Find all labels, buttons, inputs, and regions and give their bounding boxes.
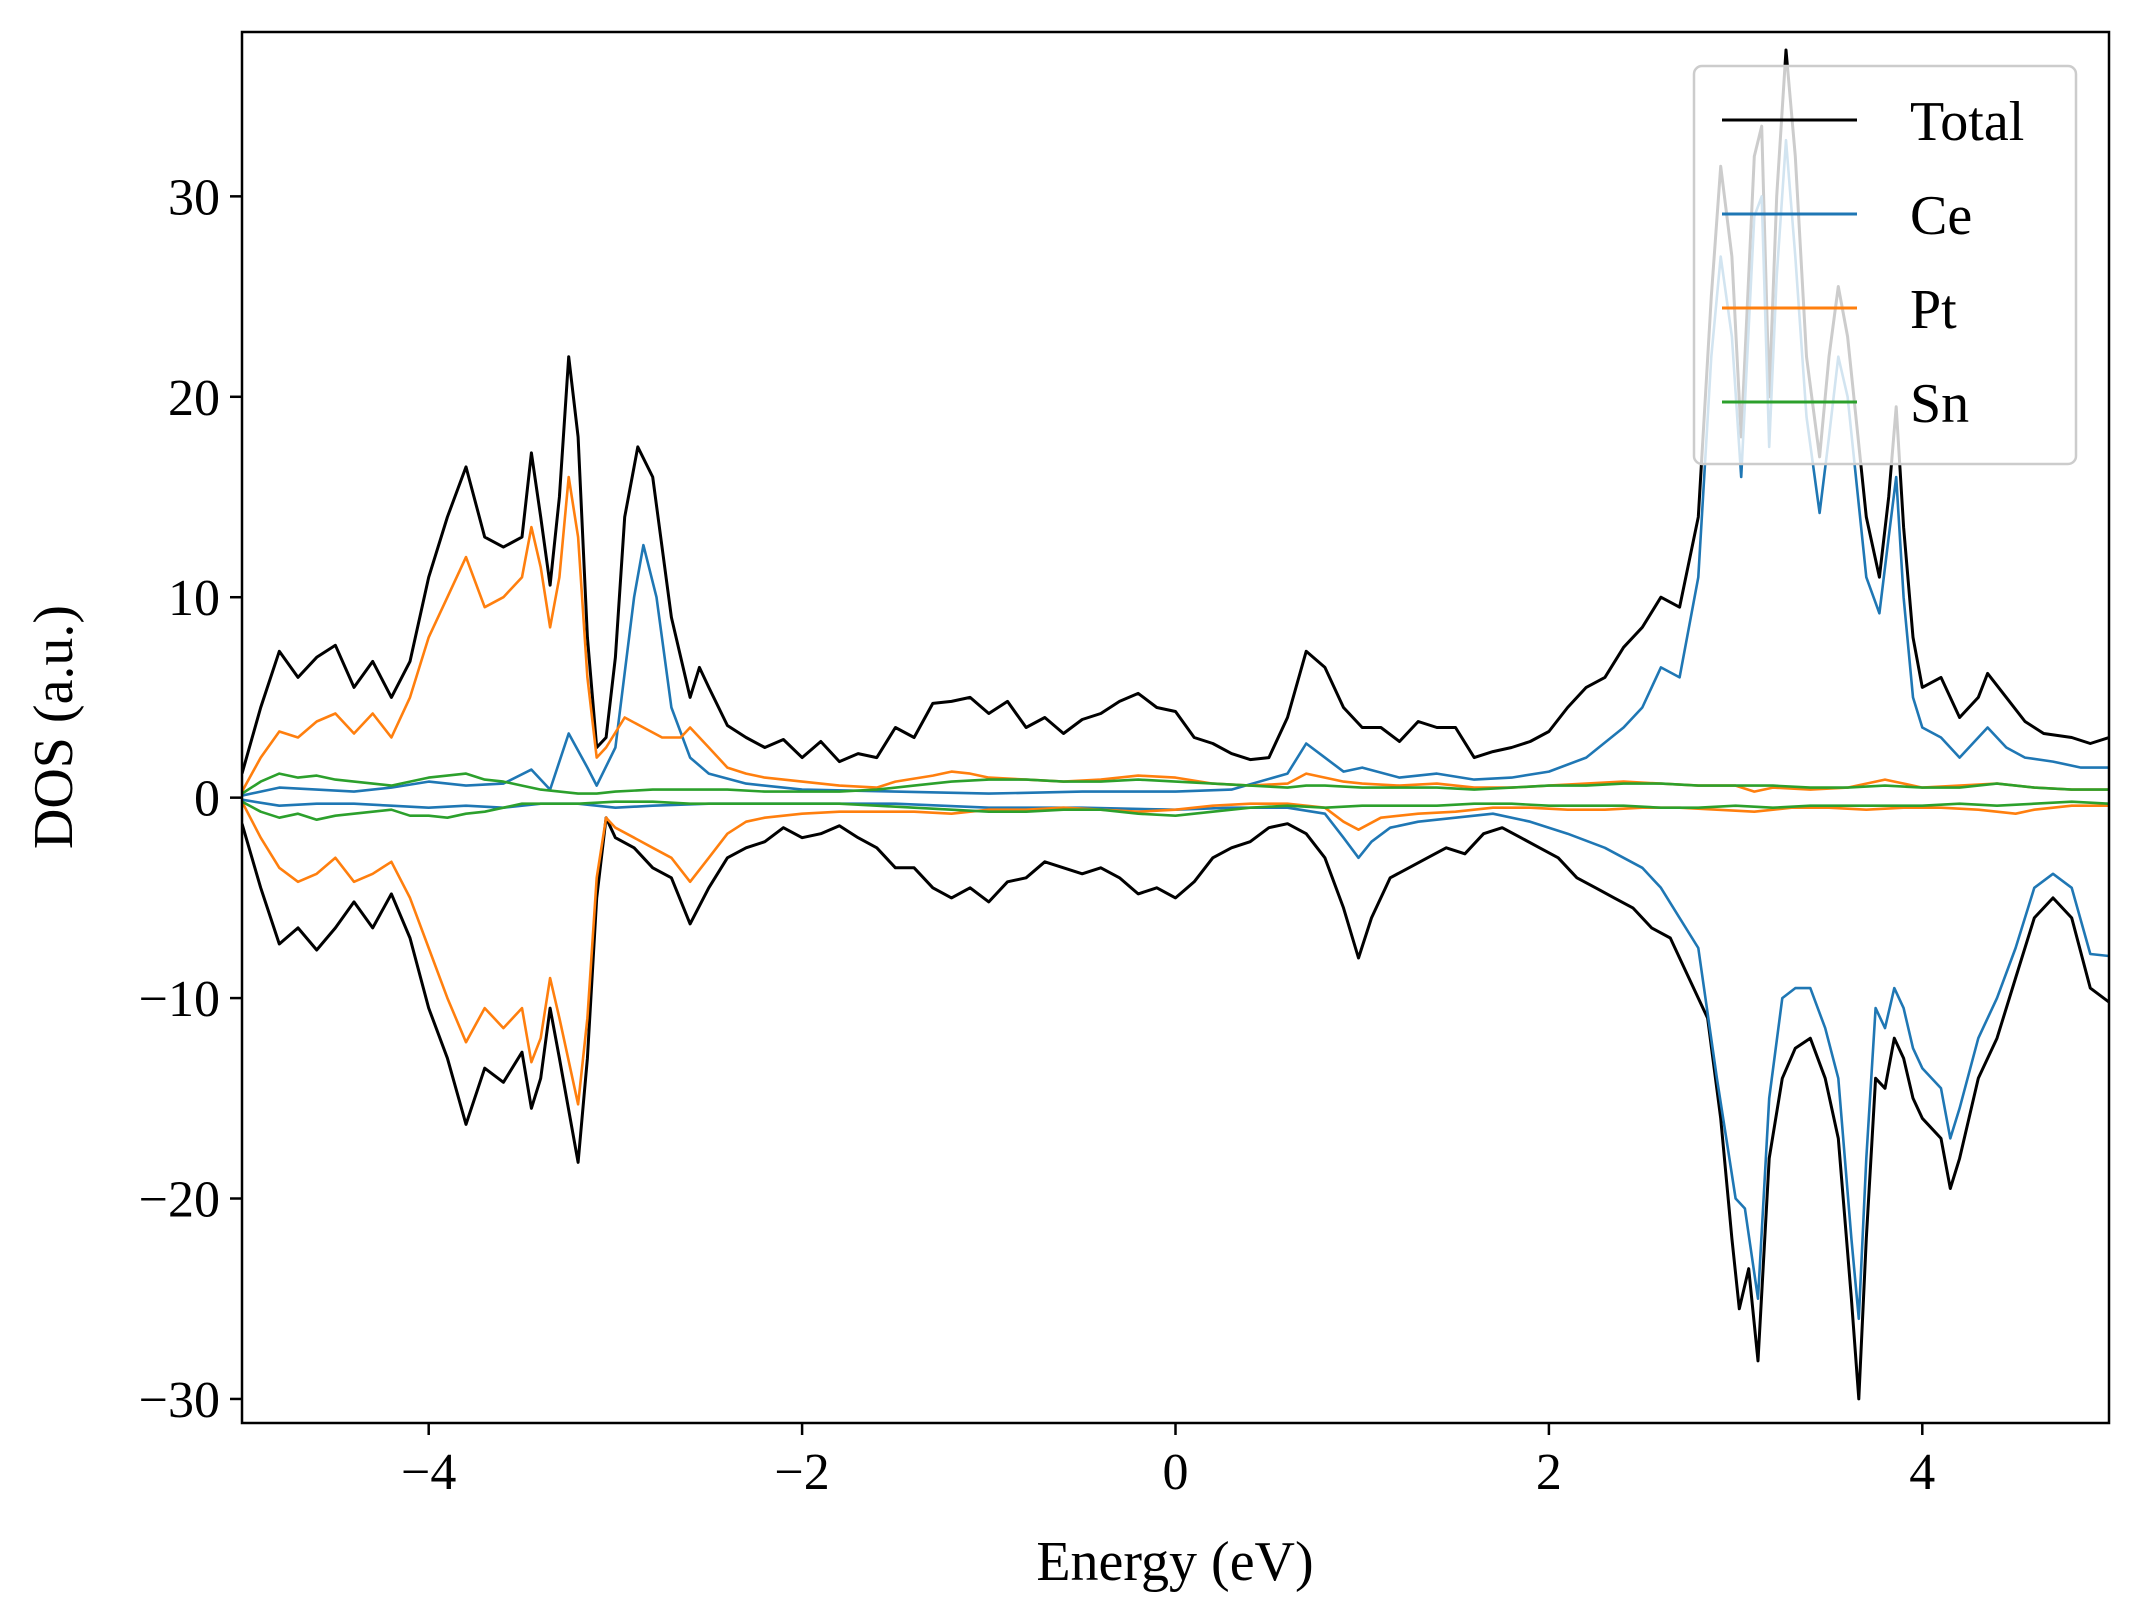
x-tick-label: 0 [1163,1444,1189,1501]
series-line-total-down [242,816,2109,1401]
series-line-ce-up [242,138,2109,797]
y-axis-ticks: −30 −20 −10 0 10 20 30 [139,169,242,1429]
y-tick-label: −10 [139,971,220,1028]
x-tick-label: −2 [774,1444,829,1501]
y-tick-label: −30 [139,1372,220,1429]
x-axis-ticks: −4 −2 0 2 4 [401,1423,1935,1501]
legend-label-total: Total [1910,91,2024,153]
series-line-sn-up [242,772,2109,795]
y-tick-label: −20 [139,1172,220,1229]
legend-label-ce: Ce [1910,185,1972,247]
series-lines [242,48,2109,1401]
series-line-sn-down [242,800,2109,821]
legend: Total Ce Pt Sn [1692,64,2078,466]
x-tick-label: 2 [1536,1444,1562,1501]
y-tick-label: 20 [168,370,220,427]
legend-box [1692,64,2078,466]
x-tick-label: −4 [401,1444,456,1501]
x-axis-label: Energy (eV) [1036,1531,1313,1593]
y-tick-label: 0 [194,771,220,828]
y-tick-label: 10 [168,570,220,627]
legend-label-pt: Pt [1910,279,1957,341]
x-tick-label: 4 [1909,1444,1935,1501]
y-axis-label: DOS (a.u.) [23,605,85,849]
series-line-ce-down [242,798,2109,1321]
legend-label-sn: Sn [1910,373,1969,435]
y-tick-label: 30 [168,169,220,226]
